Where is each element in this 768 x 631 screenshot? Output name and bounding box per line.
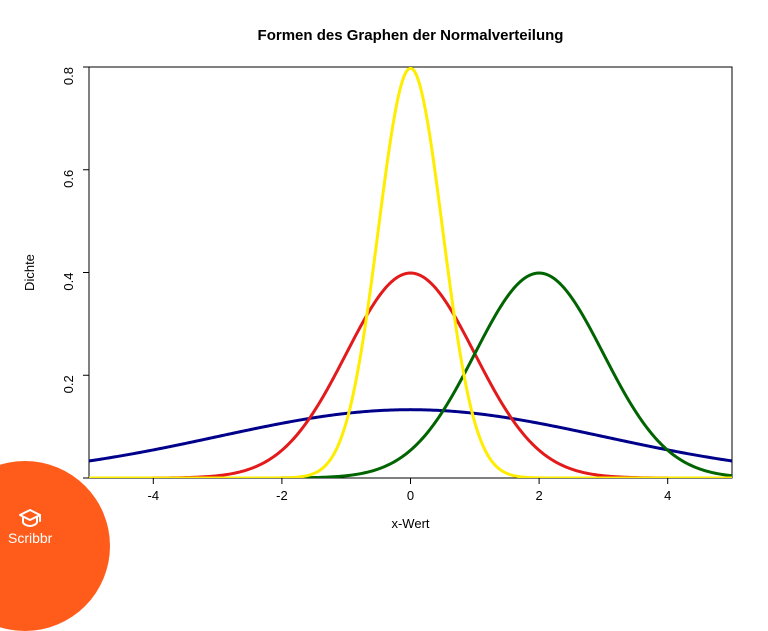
- x-tick-label: -4: [148, 488, 160, 503]
- scribbr-logo-icon: [16, 506, 44, 528]
- y-tick-label: 0.2: [61, 375, 76, 393]
- x-tick-label: 4: [664, 488, 671, 503]
- x-tick-label: -2: [276, 488, 288, 503]
- series-line: [89, 273, 732, 478]
- y-tick-label: 0.8: [61, 67, 76, 85]
- y-tick-label: 0.4: [61, 273, 76, 291]
- normal-distribution-chart: -4-2024 0.00.20.40.60.8 Formen des Graph…: [0, 0, 768, 571]
- x-tick-label: 2: [535, 488, 542, 503]
- y-axis: 0.00.20.40.60.8: [61, 67, 89, 496]
- chart-title: Formen des Graphen der Normalverteilung: [258, 27, 564, 44]
- y-tick-label: 0.6: [61, 170, 76, 188]
- brand-name: Scribbr: [8, 530, 52, 546]
- x-axis-label: x-Wert: [391, 516, 429, 531]
- x-axis: -4 -2 0 2 4: [148, 478, 672, 503]
- series-line: [89, 410, 732, 461]
- y-axis-label: Dichte: [22, 254, 37, 291]
- x-tick-label: 0: [407, 488, 414, 503]
- series-line: [89, 273, 732, 478]
- series-group: [89, 68, 732, 478]
